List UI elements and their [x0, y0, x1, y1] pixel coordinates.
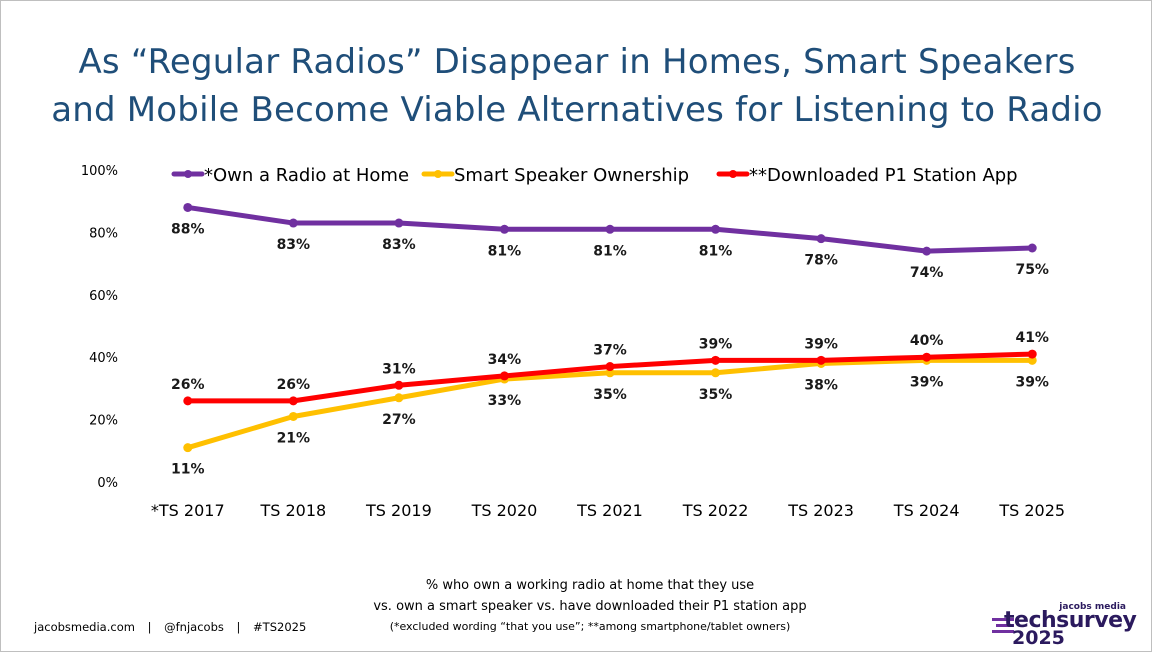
- x-tick-label: TS 2020: [471, 501, 538, 520]
- data-label: 75%: [1015, 262, 1049, 278]
- data-label: 39%: [699, 336, 733, 352]
- data-label: 74%: [910, 265, 944, 281]
- data-label: 27%: [382, 412, 416, 428]
- credits-hashtag: #TS2025: [253, 620, 307, 634]
- footnote-line-3: (*excluded wording “that you use”; **amo…: [389, 620, 791, 633]
- data-label: 39%: [804, 336, 838, 352]
- data-label: 26%: [171, 377, 205, 393]
- data-label: 21%: [277, 430, 311, 446]
- data-label: 81%: [593, 243, 627, 259]
- line-chart: 0% 20% 40% 60% 80% 100% *TS 2017 TS 2018 TS 2019…: [81, 164, 1065, 520]
- credits-site: jacobsmedia.com: [34, 620, 135, 634]
- speed-stripes-icon: [992, 618, 1014, 633]
- y-tick-label: 100%: [81, 164, 118, 179]
- data-point: [922, 246, 932, 256]
- data-label: 40%: [910, 333, 944, 349]
- data-label: 83%: [382, 237, 416, 253]
- data-point: [288, 396, 298, 406]
- data-point: [711, 368, 721, 378]
- data-label: 35%: [699, 387, 733, 403]
- x-tick-label: *TS 2017: [151, 501, 225, 520]
- data-point: [605, 368, 615, 378]
- credits-separator: |: [236, 620, 241, 634]
- data-point: [394, 380, 404, 390]
- data-label: 83%: [277, 237, 311, 253]
- data-label: 81%: [488, 243, 522, 259]
- x-tick-label: TS 2024: [893, 501, 960, 520]
- data-label: 39%: [910, 374, 944, 390]
- data-label: 78%: [804, 253, 838, 269]
- x-tick-label: TS 2025: [998, 501, 1065, 520]
- data-label: 31%: [382, 361, 416, 377]
- data-point: [816, 355, 826, 365]
- data-point: [183, 443, 193, 453]
- data-point: [1027, 355, 1037, 365]
- data-point: [288, 411, 298, 421]
- footnote-line-1: % who own a working radio at home that t…: [425, 578, 755, 593]
- credits-separator: |: [147, 620, 152, 634]
- x-tick-label: TS 2019: [365, 501, 432, 520]
- data-label: 41%: [1015, 330, 1049, 346]
- data-label: 11%: [171, 462, 205, 478]
- data-label: 33%: [488, 393, 522, 409]
- legend-swatch-marker: [184, 170, 192, 178]
- data-label: 34%: [488, 352, 522, 368]
- data-label: 39%: [1015, 374, 1049, 390]
- data-point: [605, 224, 615, 234]
- y-tick-label: 20%: [89, 414, 118, 429]
- data-label: 26%: [277, 377, 311, 393]
- data-point: [499, 371, 509, 381]
- title-line-2: and Mobile Become Viable Alternatives fo…: [51, 90, 1103, 130]
- x-tick-label: TS 2018: [259, 501, 326, 520]
- data-point: [499, 224, 509, 234]
- title-line-1: As “Regular Radios” Disappear in Homes, …: [78, 42, 1076, 82]
- data-point: [288, 218, 298, 228]
- slide-title: As “Regular Radios” Disappear in Homes, …: [0, 38, 1154, 134]
- data-point: [394, 393, 404, 403]
- y-tick-label: 0%: [97, 476, 118, 491]
- data-label: 88%: [171, 221, 205, 237]
- legend-label: *Own a Radio at Home: [204, 165, 409, 186]
- data-point: [711, 224, 721, 234]
- data-point: [711, 355, 721, 365]
- data-point: [1027, 243, 1037, 253]
- x-tick-label: TS 2022: [682, 501, 749, 520]
- footnote-line-2: vs. own a smart speaker vs. have downloa…: [373, 599, 807, 614]
- data-label: 37%: [593, 343, 627, 359]
- data-point: [816, 234, 826, 244]
- logo-brand-year: 2025: [1012, 627, 1065, 649]
- logo-brand-main: techsurvey: [1004, 608, 1137, 633]
- data-point: [183, 396, 193, 406]
- credits-handle: @fnjacobs: [164, 620, 224, 634]
- legend-swatch-marker: [729, 170, 737, 178]
- x-tick-label: TS 2023: [787, 501, 854, 520]
- y-tick-label: 40%: [89, 351, 118, 366]
- legend-label: Smart Speaker Ownership: [454, 165, 689, 186]
- credits: jacobsmedia.com | @fnjacobs | #TS2025: [34, 620, 306, 634]
- data-point: [1027, 349, 1037, 359]
- legend-label: **Downloaded P1 Station App: [749, 165, 1018, 186]
- data-label: 35%: [593, 387, 627, 403]
- data-point: [394, 218, 404, 228]
- x-tick-label: TS 2021: [576, 501, 643, 520]
- legend-swatch-marker: [434, 170, 442, 178]
- y-tick-label: 60%: [89, 289, 118, 304]
- data-point: [183, 202, 193, 212]
- y-tick-label: 80%: [89, 226, 118, 241]
- techsurvey-logo: jacobs media techsurvey 2025: [990, 602, 1140, 649]
- data-label: 38%: [804, 377, 838, 393]
- data-label: 81%: [699, 243, 733, 259]
- data-point: [922, 352, 932, 362]
- data-point: [605, 362, 615, 372]
- logo-brand-small: jacobs media: [1059, 602, 1126, 612]
